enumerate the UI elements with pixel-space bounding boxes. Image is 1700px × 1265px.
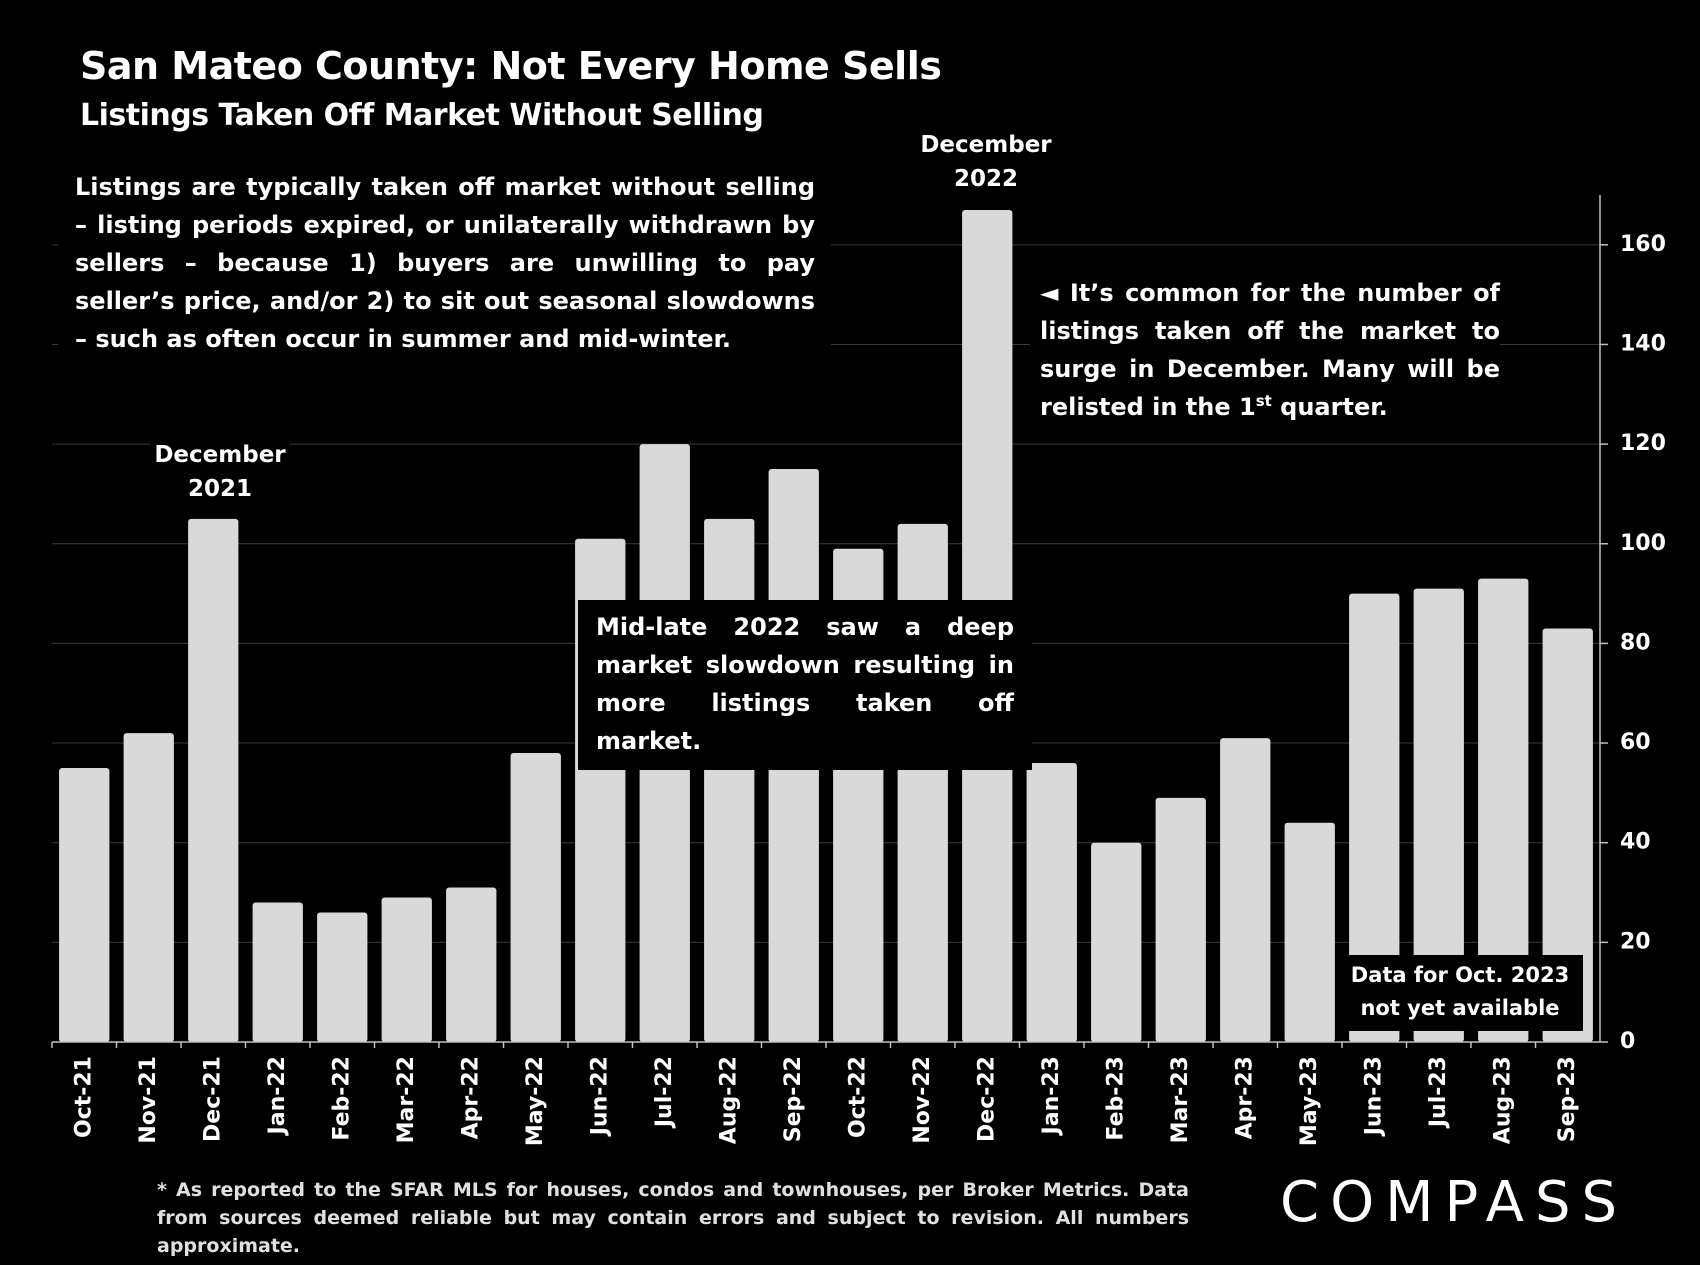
x-tick-label: Jan-23: [1039, 1056, 1064, 1136]
footnote: * As reported to the SFAR MLS for houses…: [157, 1176, 1189, 1260]
x-tick-label: Jun-22: [587, 1056, 612, 1137]
bar-dec-21: [188, 519, 238, 1042]
compass-logo: COMPASS: [1280, 1170, 1628, 1235]
y-tick-label: 80: [1620, 630, 1651, 655]
bar-nov-21: [124, 733, 174, 1042]
callout-oct23-line2: not yet available: [1337, 992, 1583, 1025]
callout-oct23-line1: Data for Oct. 2023: [1337, 959, 1583, 992]
bar-feb-22: [317, 912, 367, 1042]
right-annotation-end: quarter.: [1272, 393, 1388, 421]
bar-jan-23: [1027, 763, 1077, 1042]
bar-oct-21: [59, 768, 109, 1042]
bar-apr-23: [1220, 738, 1270, 1042]
left-annotation: Listings are typically taken off market …: [58, 168, 831, 366]
y-tick-labels: 0 20 40 60 80 100 120 140 160: [1620, 232, 1666, 1054]
x-tick-label: May-23: [1297, 1056, 1322, 1146]
x-tick-label: Aug-22: [716, 1056, 741, 1144]
callout-dec22-line1: December: [916, 128, 1056, 162]
y-tick-label: 140: [1620, 331, 1666, 356]
bar-feb-23: [1091, 843, 1141, 1042]
chart-title: San Mateo County: Not Every Home Sells: [80, 44, 941, 88]
bar-may-22: [511, 753, 561, 1042]
x-tick-label: Sep-23: [1555, 1056, 1580, 1142]
bar-aug-22: [704, 519, 754, 1042]
callout-december-2021: December 2021: [150, 438, 290, 506]
y-tick-label: 20: [1620, 929, 1651, 954]
x-tick-label: Oct-22: [845, 1056, 870, 1138]
bar-jan-22: [253, 902, 303, 1042]
callout-dec21-line2: 2021: [150, 472, 290, 506]
x-tick-label: Mar-22: [394, 1056, 419, 1143]
x-tick-label: Sep-22: [781, 1056, 806, 1142]
x-tick-label: Dec-21: [200, 1056, 225, 1142]
bar-may-23: [1285, 823, 1335, 1042]
chart-subtitle: Listings Taken Off Market Without Sellin…: [80, 98, 763, 133]
bar-mar-22: [382, 898, 432, 1042]
right-annotation-sup: st: [1256, 392, 1272, 410]
x-tick-label: Nov-22: [910, 1056, 935, 1144]
y-tick-label: 40: [1620, 830, 1651, 855]
mid-annotation: Mid-late 2022 saw a deep market slowdown…: [578, 600, 1032, 770]
x-tick-label: Feb-23: [1103, 1056, 1128, 1141]
x-tick-label: Mar-23: [1168, 1056, 1193, 1143]
bar-apr-22: [446, 888, 496, 1042]
x-tick-label: Apr-23: [1232, 1056, 1257, 1139]
x-tick-label: Jan-22: [265, 1056, 290, 1136]
callout-oct-2023-unavailable: Data for Oct. 2023 not yet available: [1337, 955, 1583, 1031]
x-tick-labels: Oct-21 Nov-21 Dec-21 Jan-22 Feb-22 Mar-22 Apr-…: [71, 1056, 1580, 1146]
x-tick-label: May-22: [523, 1056, 548, 1146]
y-tick-label: 60: [1620, 730, 1651, 755]
x-tick-label: Nov-21: [136, 1056, 161, 1144]
x-tick-label: Oct-21: [71, 1056, 96, 1138]
x-tick-label: Apr-22: [458, 1056, 483, 1139]
y-tick-label: 120: [1620, 431, 1666, 456]
y-tick-label: 0: [1620, 1029, 1635, 1054]
y-tick-label: 100: [1620, 531, 1666, 556]
x-tick-label: Jun-23: [1361, 1056, 1386, 1137]
callout-dec21-line1: December: [150, 438, 290, 472]
x-tick-label: Feb-22: [329, 1056, 354, 1141]
x-tick-label: Dec-22: [974, 1056, 999, 1142]
callout-dec22-line2: 2022: [916, 162, 1056, 196]
y-tick-label: 160: [1620, 232, 1666, 257]
bar-mar-23: [1156, 798, 1206, 1042]
callout-december-2022: December 2022: [916, 128, 1056, 196]
x-tick-label: Aug-23: [1490, 1056, 1515, 1144]
right-annotation: ◄ It’s common for the number of listings…: [1030, 274, 1500, 432]
x-tick-label: Jul-23: [1426, 1056, 1451, 1129]
x-tick-label: Jul-22: [652, 1056, 677, 1129]
